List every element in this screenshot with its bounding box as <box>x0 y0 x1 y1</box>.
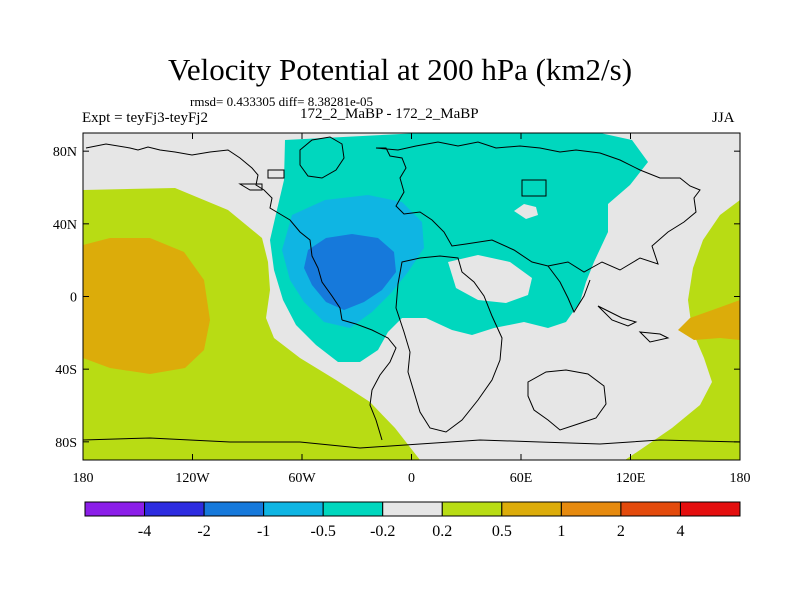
y-tick-label-2: 0 <box>70 291 77 306</box>
colorbar-label-7: 1 <box>557 523 565 540</box>
colorbar-label-3: -0.5 <box>311 523 336 540</box>
colorbar-label-4: -0.2 <box>370 523 395 540</box>
colorbar-label-5: 0.2 <box>432 523 452 540</box>
coastline-south-asia-islands <box>597 305 670 343</box>
y-tick-label-3: 40S <box>55 363 77 378</box>
experiment-label: Expt = teyFj3-teyFj2 <box>82 110 208 126</box>
colorbar-box-6 <box>441 501 503 517</box>
season-label: JJA <box>712 110 735 126</box>
colorbar-label-0: -4 <box>138 523 151 540</box>
stats-label: rmsd= 0.433305 diff= 8.38281e-05 <box>190 94 374 109</box>
coastline-australia <box>527 369 607 431</box>
x-tick-label-3: 0 <box>408 471 415 486</box>
y-axis: 80N 40N 0 40S 80S <box>53 145 740 451</box>
colorbar-box-9 <box>620 501 681 517</box>
x-axis: 180 120W 60W 0 60E 120E 180 <box>73 133 751 486</box>
coastline-europe-asia <box>375 141 701 273</box>
contour-region-small-patch <box>514 204 538 219</box>
colorbar-label-8: 2 <box>617 523 625 540</box>
y-tick-label-4: 80S <box>55 436 77 451</box>
x-tick-label-4: 60E <box>510 471 533 486</box>
x-tick-label-0: 180 <box>73 471 94 486</box>
x-tick-label-1: 120W <box>175 471 210 486</box>
contour-region-notch <box>448 255 532 303</box>
coastline-south-america <box>341 319 397 441</box>
coastline-greenland <box>299 136 345 179</box>
contour-region-orange-east <box>678 300 740 340</box>
colorbar: -4 -2 -1 -0.5 -0.2 0.2 0.5 1 2 4 <box>84 501 741 540</box>
colorbar-box-0 <box>84 501 146 517</box>
x-tick-label-6: 180 <box>730 471 751 486</box>
contour-field <box>83 133 740 460</box>
y-tick-label-1: 40N <box>53 218 77 233</box>
colorbar-box-7 <box>501 501 562 517</box>
coastlines <box>82 136 741 449</box>
colorbar-box-3 <box>263 501 324 517</box>
contour-region-orange-west <box>83 238 210 374</box>
x-tick-label-2: 60W <box>288 471 316 486</box>
colorbar-box-8 <box>560 501 622 517</box>
colorbar-label-6: 0.5 <box>492 523 512 540</box>
coastline-north-america <box>85 143 343 321</box>
chart-title: Velocity Potential at 200 hPa (km2/s) <box>167 52 633 87</box>
coastline-arctic-islands <box>238 169 285 191</box>
contour-region-green-east <box>625 200 740 460</box>
colorbar-label-2: -1 <box>257 523 270 540</box>
colorbar-box-2 <box>203 501 265 517</box>
coastline-caspian <box>521 179 547 197</box>
coastline-africa <box>395 255 503 433</box>
x-tick-label-5: 120E <box>616 471 646 486</box>
contour-region-blue <box>304 234 396 310</box>
y-tick-label-0: 80N <box>53 145 77 160</box>
colorbar-label-9: 4 <box>676 523 684 540</box>
colorbar-box-10 <box>679 501 741 517</box>
experiment-name-label: 172_2_MaBP - 172_2_MaBP <box>300 106 479 122</box>
colorbar-label-1: -2 <box>197 523 210 540</box>
coastline-antarctica <box>82 437 741 449</box>
coastline-india <box>547 265 591 314</box>
colorbar-box-5 <box>382 501 443 517</box>
colorbar-box-4 <box>322 501 384 517</box>
colorbar-box-1 <box>144 501 205 517</box>
